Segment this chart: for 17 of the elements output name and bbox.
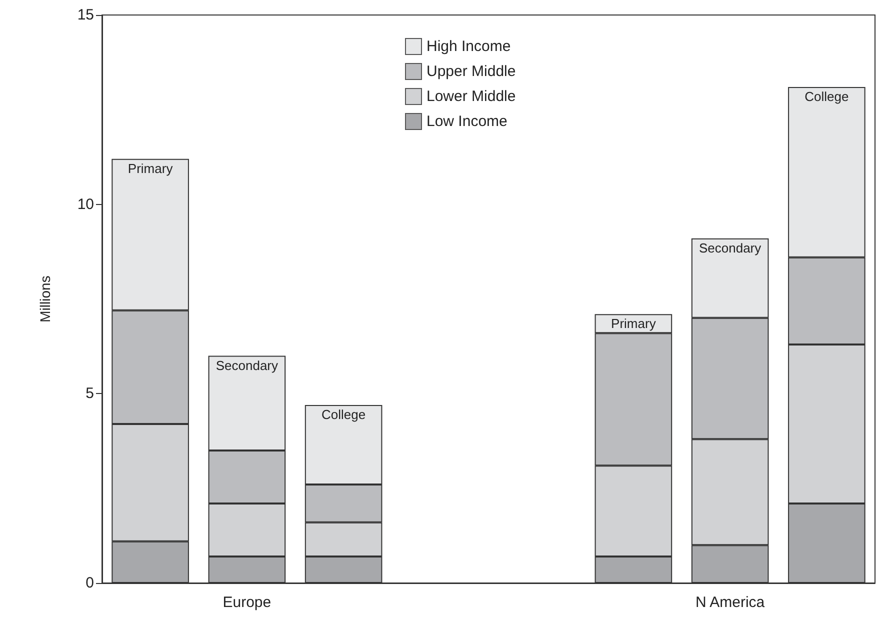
x-tick-label: Europe [222, 594, 272, 611]
y-axis-title: Millions [37, 276, 53, 322]
legend-label: High Income [426, 38, 511, 55]
y-tick-label: 15 [77, 6, 94, 24]
legend-label: Lower Middle [426, 88, 516, 105]
data-label: Secondary [216, 358, 279, 373]
x-tick-label: N America [695, 594, 766, 611]
y-tick-label: 0 [86, 574, 94, 592]
data-label: Primary [611, 316, 656, 332]
data-label: Secondary [698, 240, 762, 256]
y-tick-label: 10 [77, 196, 94, 213]
y-tick-label: 5 [86, 385, 94, 402]
data-label: College [322, 407, 366, 422]
data-label: College [804, 88, 849, 104]
legend-label: Low Income [426, 113, 508, 130]
data-label: Primary [128, 160, 174, 176]
legend-label: Upper Middle [426, 63, 516, 80]
